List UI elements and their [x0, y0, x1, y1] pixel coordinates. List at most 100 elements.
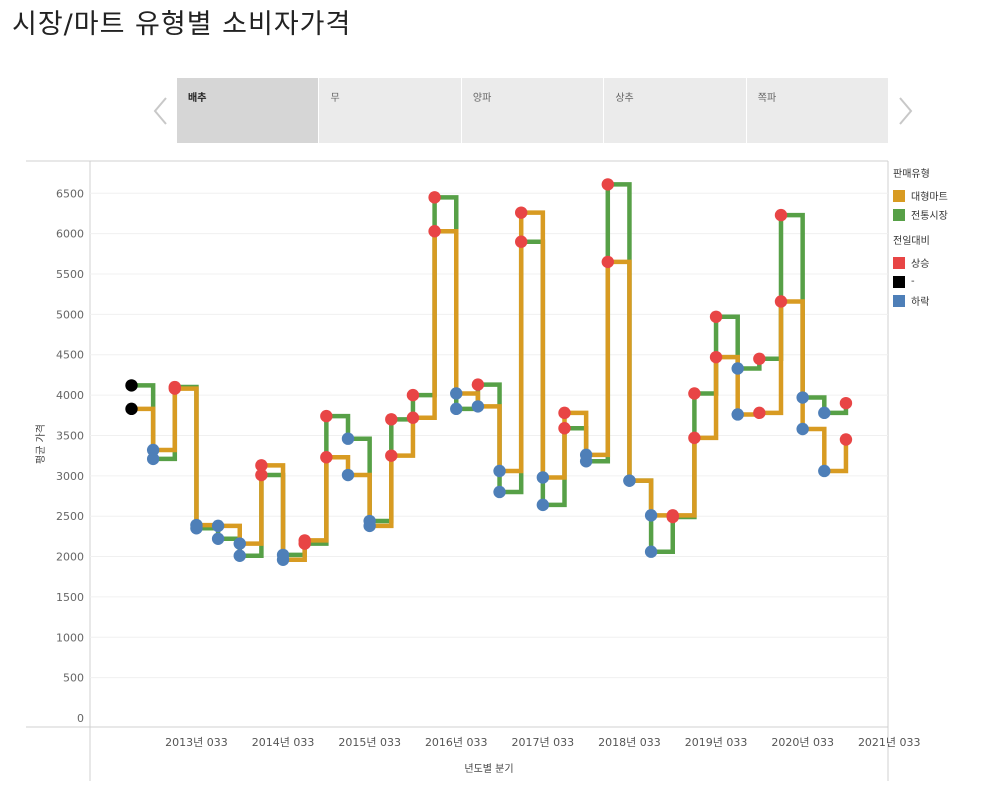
data-point-market[interactable]	[190, 522, 203, 535]
legend-type-title: 판매유형	[893, 169, 930, 180]
data-point-mart[interactable]	[471, 400, 485, 413]
data-point-market[interactable]	[753, 352, 766, 365]
data-point-market[interactable]	[666, 510, 679, 524]
data-point-mart[interactable]	[385, 449, 398, 462]
data-point-market[interactable]	[341, 432, 355, 445]
data-point-mart[interactable]	[536, 471, 550, 484]
x-tick-label: 2019년 033	[685, 736, 748, 749]
data-point-mart[interactable]	[515, 206, 528, 219]
data-point-market[interactable]	[774, 208, 788, 222]
legend-label: 하락	[911, 297, 930, 308]
data-point-mart[interactable]	[839, 433, 853, 446]
data-point-mart[interactable]	[450, 387, 463, 400]
data-point-mart[interactable]	[753, 406, 766, 420]
tab-radish[interactable]: 무	[319, 78, 461, 143]
data-point-mart[interactable]	[688, 431, 701, 445]
data-point-market[interactable]	[601, 178, 614, 191]
x-tick-label: 2016년 033	[425, 736, 488, 749]
data-point-market[interactable]	[493, 485, 506, 499]
data-point-market[interactable]	[146, 452, 160, 466]
data-point-mart[interactable]	[558, 406, 571, 420]
series-line-market	[131, 182, 849, 558]
y-tick-label: 1500	[56, 591, 84, 604]
data-point-market[interactable]	[450, 402, 463, 416]
data-point-mart[interactable]	[818, 464, 831, 478]
data-point-mart[interactable]	[709, 350, 723, 364]
data-point-market[interactable]	[731, 362, 744, 375]
data-point-mart[interactable]	[320, 451, 333, 464]
y-tick-label: 0	[77, 712, 84, 725]
legend-change-group: 전일대비 상승 - 하락	[893, 232, 948, 310]
y-axis-title: 평균 가격	[34, 424, 47, 464]
data-point-market[interactable]	[406, 388, 420, 402]
x-tick-label: 2014년 033	[252, 736, 315, 749]
data-point-market[interactable]	[385, 413, 398, 426]
data-point-mart[interactable]	[406, 411, 420, 424]
data-point-mart[interactable]	[644, 509, 658, 522]
x-tick-label: 2020년 033	[771, 736, 834, 749]
data-point-market[interactable]	[233, 549, 246, 562]
tab-cabbage[interactable]: 배추	[177, 78, 319, 143]
data-point-mart[interactable]	[601, 255, 614, 269]
data-point-market[interactable]	[276, 548, 290, 562]
y-tick-label: 5500	[56, 268, 84, 281]
chevron-left-icon[interactable]	[151, 96, 171, 126]
data-point-market[interactable]	[320, 409, 333, 423]
legend-item-market[interactable]: 전통시장	[893, 205, 948, 224]
item-tab-bar: 배추 무 양파 상추 쪽파	[177, 78, 888, 143]
data-point-market[interactable]	[255, 468, 268, 482]
tab-green-onion[interactable]: 쪽파	[746, 78, 888, 143]
y-tick-label: 6000	[56, 228, 84, 241]
y-tick-label: 3000	[56, 470, 84, 483]
data-point-mart[interactable]	[233, 537, 246, 550]
legend-label: 전통시장	[911, 211, 948, 222]
data-point-market[interactable]	[579, 455, 593, 468]
legend-label: -	[911, 276, 915, 287]
data-point-market[interactable]	[125, 379, 138, 392]
data-point-market[interactable]	[623, 474, 636, 487]
legend-change-title: 전일대비	[893, 236, 930, 247]
data-point-market[interactable]	[363, 514, 376, 528]
x-tick-label: 2017년 033	[512, 736, 575, 749]
data-point-mart[interactable]	[125, 402, 138, 416]
x-axis-title: 년도별 분기	[464, 763, 513, 775]
legend-item-fall[interactable]: 하락	[893, 291, 948, 310]
data-point-market[interactable]	[428, 191, 441, 204]
data-point-mart[interactable]	[428, 225, 441, 238]
data-point-market[interactable]	[211, 532, 225, 545]
tab-lettuce[interactable]: 상추	[604, 78, 746, 143]
legend-type-group: 판매유형 대형마트 전통시장	[893, 165, 948, 224]
data-point-market[interactable]	[536, 498, 550, 512]
legend-swatch	[893, 294, 905, 307]
data-point-market[interactable]	[298, 537, 311, 550]
data-point-mart[interactable]	[255, 459, 268, 472]
data-point-market[interactable]	[471, 378, 485, 391]
data-point-market[interactable]	[709, 310, 723, 323]
legend-item-rise[interactable]: 상승	[893, 253, 948, 272]
y-tick-label: 3500	[56, 429, 84, 442]
y-tick-label: 5000	[56, 308, 84, 321]
data-point-mart[interactable]	[774, 295, 788, 308]
legend-item-mart[interactable]: 대형마트	[893, 186, 948, 205]
data-point-market[interactable]	[558, 421, 571, 435]
legend-swatch	[893, 275, 905, 288]
data-point-mart[interactable]	[211, 519, 225, 533]
data-point-market[interactable]	[796, 391, 809, 404]
tab-onion[interactable]: 양파	[461, 78, 604, 143]
data-point-mart[interactable]	[493, 464, 506, 478]
data-point-market[interactable]	[688, 387, 701, 400]
data-point-market[interactable]	[515, 235, 528, 248]
data-point-market[interactable]	[168, 380, 181, 394]
data-point-market[interactable]	[839, 396, 853, 410]
legend-item-same[interactable]: -	[893, 272, 948, 291]
data-point-market[interactable]	[818, 406, 831, 420]
data-point-mart[interactable]	[341, 468, 355, 482]
data-point-mart[interactable]	[146, 443, 160, 457]
data-point-market[interactable]	[644, 545, 658, 558]
data-point-mart[interactable]	[796, 422, 809, 436]
chevron-right-icon[interactable]	[895, 96, 915, 126]
data-point-mart[interactable]	[731, 408, 744, 421]
legend: 판매유형 대형마트 전통시장 전일대비 상승 - 하락	[893, 165, 948, 310]
page-title: 시장/마트 유형별 소비자가격	[12, 9, 352, 40]
legend-swatch	[893, 208, 905, 221]
